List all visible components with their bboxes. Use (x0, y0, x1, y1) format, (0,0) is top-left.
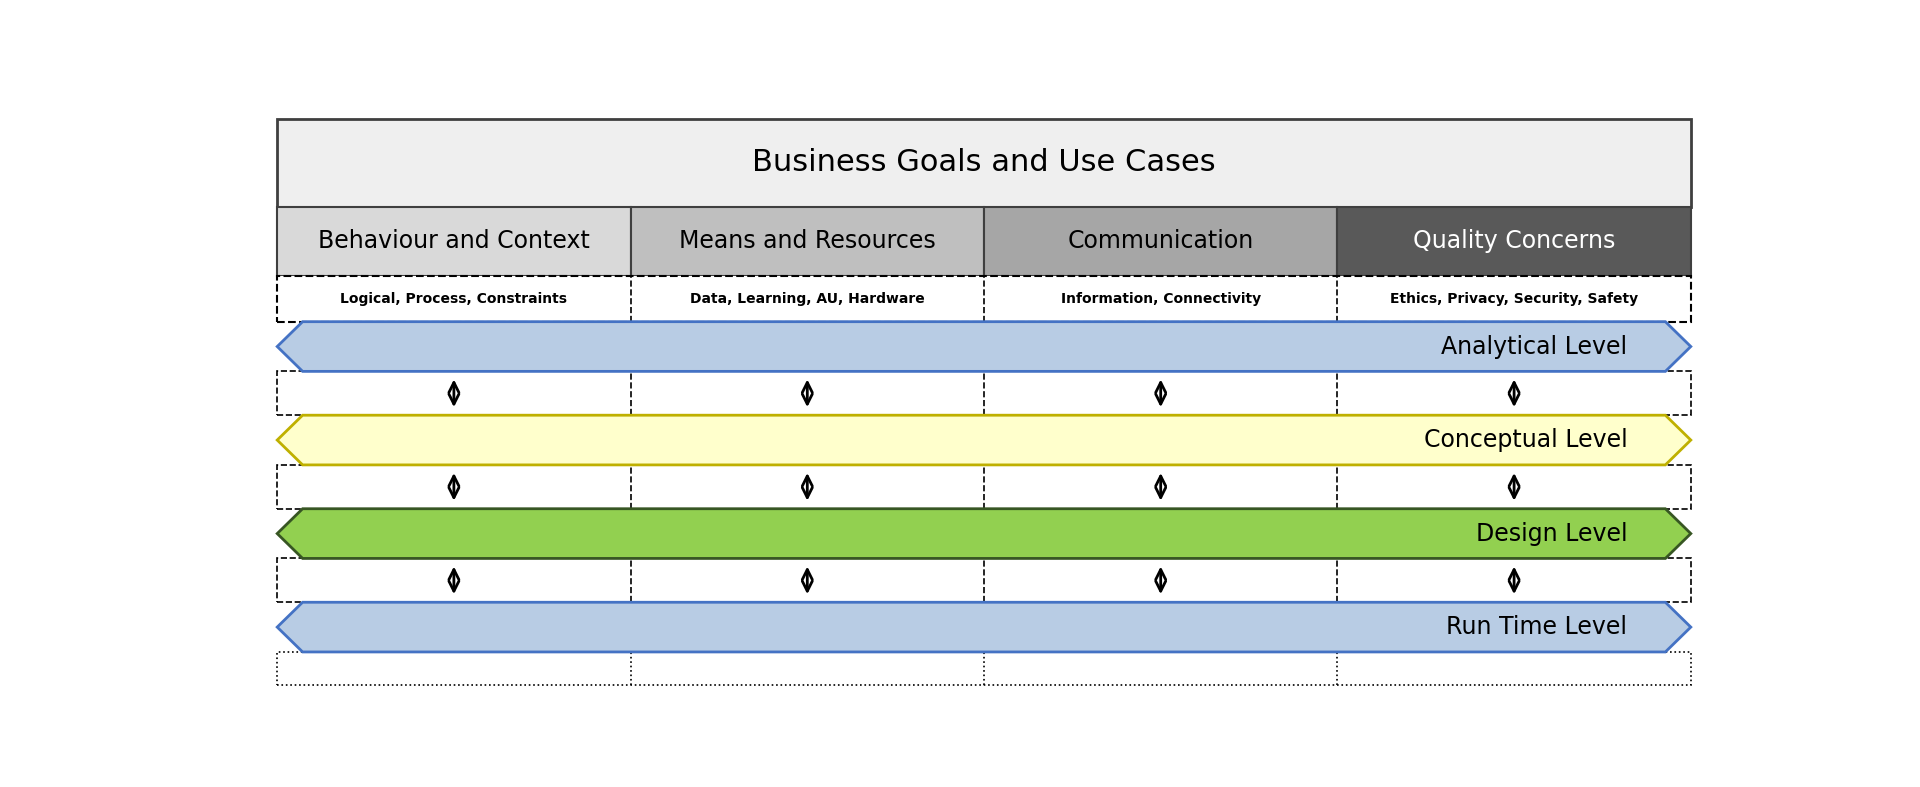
Text: Behaviour and Context: Behaviour and Context (319, 229, 589, 253)
Text: Analytical Level: Analytical Level (1442, 334, 1628, 359)
Polygon shape (276, 602, 1692, 652)
Bar (276, 465, 1692, 508)
Bar (276, 371, 1692, 416)
Polygon shape (276, 322, 1692, 371)
Text: Information, Connectivity: Information, Connectivity (1060, 292, 1261, 306)
Polygon shape (276, 416, 1692, 465)
Text: Data, Learning, AU, Hardware: Data, Learning, AU, Hardware (689, 292, 925, 306)
Text: Design Level: Design Level (1476, 522, 1628, 545)
Bar (276, 206, 630, 276)
Bar (276, 652, 1692, 685)
Bar (983, 206, 1338, 276)
Bar (630, 206, 983, 276)
Text: Communication: Communication (1068, 229, 1254, 253)
Bar (1338, 206, 1692, 276)
Text: Logical, Process, Constraints: Logical, Process, Constraints (340, 292, 568, 306)
Bar (276, 119, 1692, 206)
Text: Business Goals and Use Cases: Business Goals and Use Cases (753, 148, 1215, 177)
Bar (276, 276, 1692, 322)
Text: Run Time Level: Run Time Level (1446, 615, 1628, 639)
Text: Quality Concerns: Quality Concerns (1413, 229, 1615, 253)
Text: Conceptual Level: Conceptual Level (1423, 428, 1628, 452)
Text: Ethics, Privacy, Security, Safety: Ethics, Privacy, Security, Safety (1390, 292, 1638, 306)
Text: Means and Resources: Means and Resources (680, 229, 935, 253)
Polygon shape (276, 508, 1692, 559)
Bar (276, 559, 1692, 602)
